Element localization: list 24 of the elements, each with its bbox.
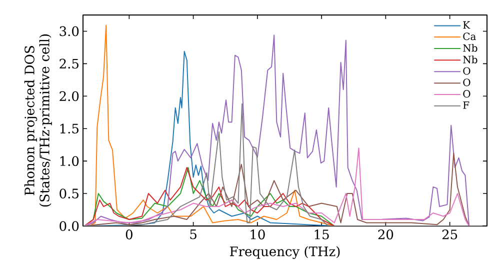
legend-label: Ca (463, 32, 476, 40)
y-tick-label: 0.0 (60, 221, 79, 231)
x-tick-label: 20 (378, 230, 394, 240)
y-tick-label: 2.0 (60, 91, 79, 102)
legend-label: O (463, 67, 470, 75)
y-tick-label: 2.5 (60, 58, 78, 69)
legend-label: O (463, 78, 470, 86)
x-tick-label: 15 (314, 230, 329, 240)
x-tick-label: 10 (250, 230, 265, 240)
legend-label: Nb (463, 44, 478, 52)
line-series (84, 103, 482, 226)
y-tick-label: 3.0 (60, 26, 79, 36)
y-tick-label: 1.0 (60, 156, 79, 166)
legend-label: O (463, 90, 470, 98)
y-axis-title: Phonon projected DOS (States/THz·primitive cell) (24, 34, 52, 207)
legend-label: F (463, 101, 470, 109)
x-tick-label: 5 (190, 230, 196, 240)
x-tick-label: 25 (442, 230, 458, 240)
x-tick-label: 0 (126, 230, 132, 240)
legend-label: K (463, 21, 470, 29)
legend-label: Nb (463, 56, 478, 64)
x-axis-title: Frequency (THz) (230, 246, 340, 259)
y-tick-label: 0.5 (60, 188, 78, 198)
y-tick-label: 1.5 (60, 124, 78, 134)
